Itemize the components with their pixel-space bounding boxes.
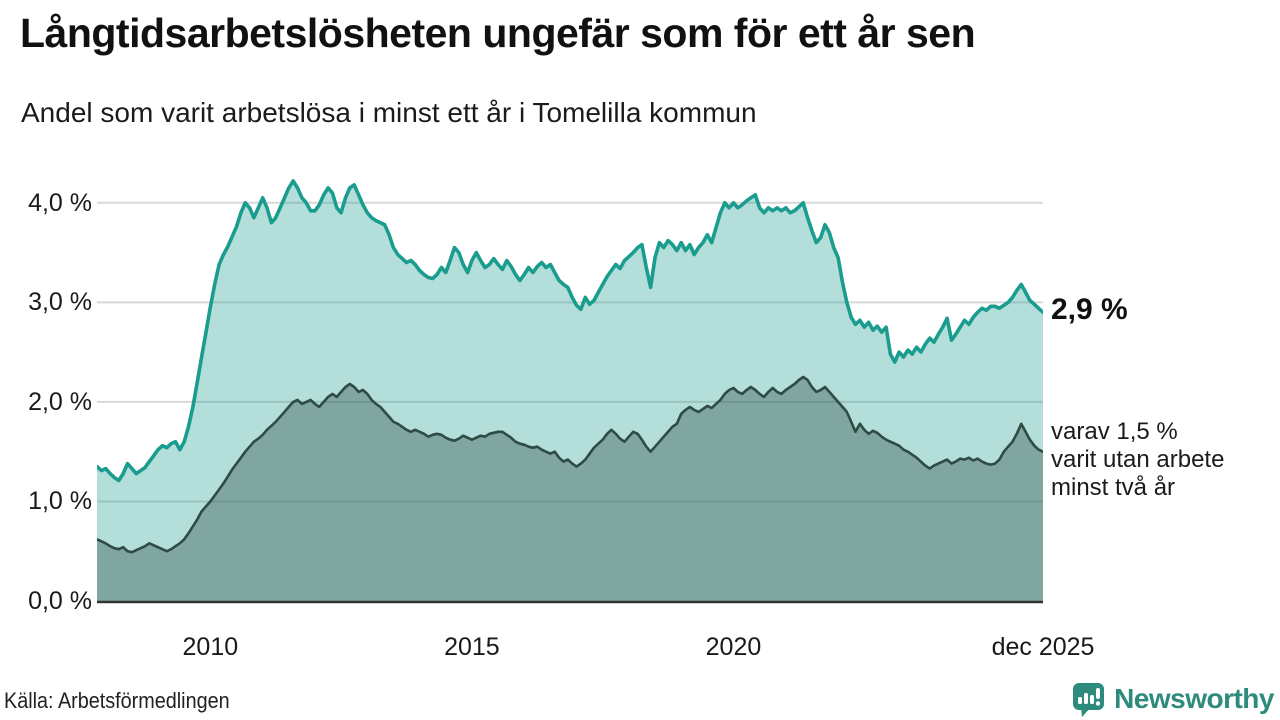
latest-value-label: 2,9 % (1051, 293, 1128, 326)
y-tick-label: 2,0 % (28, 387, 92, 416)
y-tick-label: 0,0 % (28, 587, 92, 615)
y-axis: 4,0 % 3,0 % 2,0 % 1,0 % 0,0 % (0, 0, 92, 720)
x-tick-label: 2020 (705, 633, 762, 661)
y-tick-label: 3,0 % (28, 288, 92, 317)
x-tick-label: dec 2025 (991, 633, 1095, 661)
newsworthy-logo: Newsworthy (1069, 680, 1274, 717)
chart-subtitle: Andel som varit arbetslösa i minst ett å… (21, 97, 757, 128)
newsworthy-logo-text: Newsworthy (1114, 682, 1274, 714)
series-min-two-years-line (97, 375, 1043, 554)
page-title: Långtidsarbetslösheten ungefär som för e… (20, 10, 976, 56)
secondary-annotation-line: varit utan arbete (1051, 446, 1225, 473)
source-caption: Källa: Arbetsförmedlingen (4, 688, 230, 713)
x-tick-label: 2010 (182, 633, 239, 661)
series-min-one-year-area (97, 180, 1043, 601)
secondary-annotation-line: varav 1,5 % (1051, 418, 1178, 445)
y-tick-label: 4,0 % (28, 188, 92, 217)
series-min-one-year-line (97, 179, 1043, 483)
newsworthy-speech-bubble-chart-icon (1073, 683, 1105, 717)
series-min-two-years-area (97, 377, 1043, 601)
secondary-series-annotation: varav 1,5 % varit utan arbete minst två … (1051, 418, 1224, 502)
x-tick-label: 2015 (444, 633, 500, 661)
x-axis: 2010 2015 2020 dec 2025 (0, 633, 1280, 667)
y-tick-label: 1,0 % (28, 487, 92, 516)
secondary-annotation-line: minst två år (1051, 474, 1176, 501)
unemployment-area-chart (97, 179, 1043, 604)
